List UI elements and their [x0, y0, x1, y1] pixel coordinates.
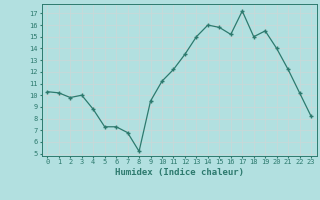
X-axis label: Humidex (Indice chaleur): Humidex (Indice chaleur) — [115, 168, 244, 177]
